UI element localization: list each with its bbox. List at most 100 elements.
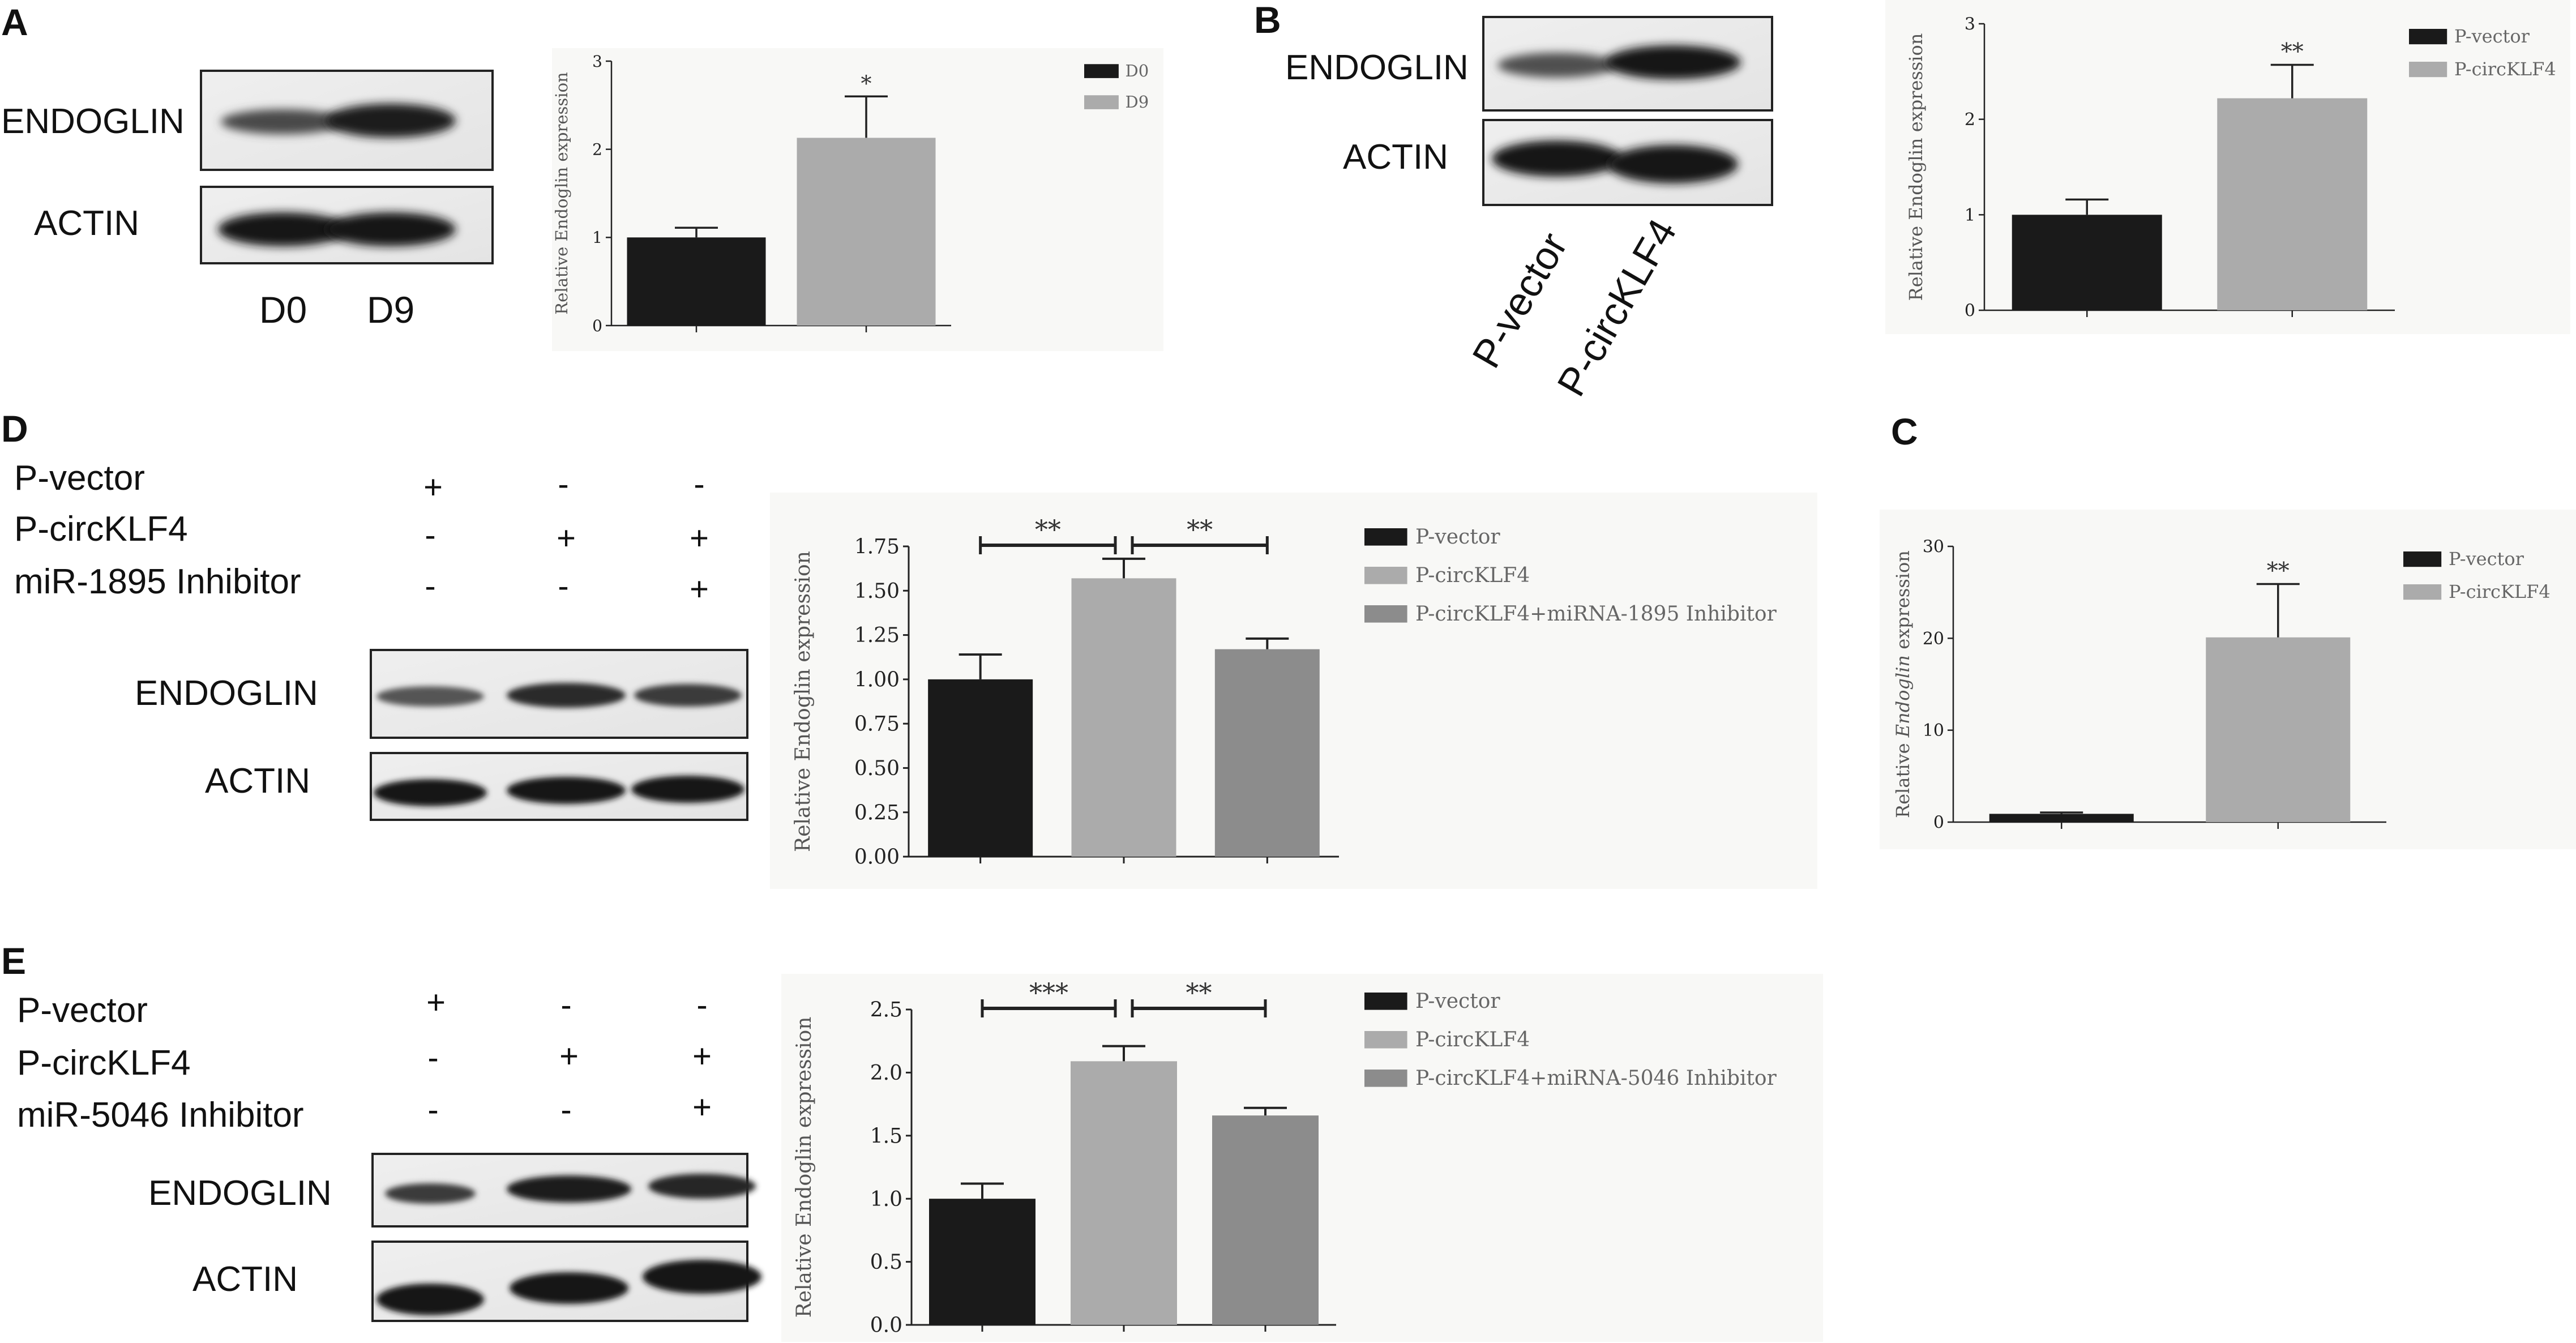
condition-sign: - (427, 1092, 438, 1128)
significance-label: ** (1035, 514, 1061, 545)
significance-label: ** (2281, 39, 2304, 65)
legend-label: D0 (1126, 61, 1149, 80)
blot-band (631, 776, 744, 803)
panel-b: B ENDOGLIN ACTIN P-vector P-circKLF4 0 1 2… (1254, 0, 2570, 404)
legend-label: P-circKLF4 (1415, 1028, 1530, 1051)
condition-sign: + (690, 571, 709, 608)
blot-lane-label: P-circKLF4 (1548, 212, 1685, 404)
y-tick-label: 0 (1965, 301, 1975, 321)
y-tick-label: 3 (1965, 15, 1975, 35)
y-axis-label: Relative Endoglin expression (1905, 33, 1927, 301)
blot-band (507, 777, 626, 804)
legend-label: P-vector (2454, 25, 2530, 47)
condition-sign: - (694, 466, 704, 503)
condition-sign: - (558, 466, 568, 503)
bar (797, 138, 936, 326)
bar (2012, 215, 2162, 310)
western-blot-b: ENDOGLIN ACTIN P-vector P-circKLF4 (1285, 16, 1773, 404)
y-tick-label: 0.75 (854, 713, 900, 736)
y-tick-label: 2.5 (870, 999, 902, 1022)
y-tick-label: 0.00 (854, 846, 900, 869)
condition-label: P-circKLF4 (14, 510, 188, 549)
blot-band (376, 686, 484, 707)
condition-label: P-vector (17, 991, 148, 1030)
y-tick-label: 0 (592, 316, 602, 335)
y-tick-label: 20 (1923, 629, 1944, 649)
legend-swatch (1084, 95, 1119, 109)
condition-sign: - (425, 568, 435, 605)
bar (1071, 578, 1176, 857)
y-tick-label: 0 (1933, 813, 1944, 833)
bar (2206, 637, 2351, 822)
y-tick-label: 3 (592, 52, 602, 71)
panel-letter-d: D (1, 408, 28, 450)
y-tick-label: 2.0 (870, 1062, 902, 1085)
condition-sign: + (426, 984, 446, 1021)
treatment-matrix-e: P-vector P-circKLF4 miR-5046 Inhibitor +… (17, 984, 712, 1135)
y-axis-label-part: expression (1892, 550, 1914, 655)
blot-band (634, 684, 742, 707)
bar (929, 1199, 1035, 1325)
bar (1212, 1115, 1319, 1325)
legend-swatch (2403, 584, 2442, 600)
legend-swatch (1364, 1070, 1407, 1087)
y-tick-label: 0.5 (870, 1251, 902, 1274)
condition-label: P-circKLF4 (17, 1043, 191, 1083)
bar (1989, 814, 2134, 822)
y-tick-label: 1.75 (854, 536, 900, 559)
condition-sign: + (692, 1038, 712, 1075)
blot-band (1605, 45, 1741, 79)
blot-band (1497, 53, 1616, 78)
condition-label: miR-1895 Inhibitor (14, 562, 301, 601)
y-tick-label: 0.50 (854, 757, 900, 780)
condition-label: miR-5046 Inhibitor (17, 1096, 304, 1135)
blot-band (507, 683, 626, 708)
condition-sign: - (558, 568, 568, 605)
condition-sign: + (690, 520, 709, 557)
y-axis-label: Relative Endoglin expression (1892, 550, 1914, 818)
condition-sign: + (423, 469, 443, 506)
blot-lane-label: D0 (259, 289, 307, 331)
bar-chart-a: 0 1 2 3 Relative Endoglin expression * D0 D9 (552, 52, 1149, 335)
y-axis-label: Relative Endoglin expression (791, 551, 815, 852)
significance-label: ** (2267, 558, 2290, 584)
panel-letter-e: E (1, 940, 26, 982)
y-axis-label: Relative Endoglin expression (552, 72, 571, 314)
blot-band (1492, 140, 1622, 177)
blot-row-label: ENDOGLIN (148, 1174, 332, 1213)
legend-swatch (1364, 567, 1407, 584)
y-axis-label-part: Endoglin (1892, 655, 1914, 738)
blot-band (507, 1175, 631, 1203)
legend-label: P-circKLF4 (2454, 58, 2556, 80)
condition-sign: - (560, 987, 571, 1024)
legend-swatch (2409, 62, 2447, 78)
legend-label: P-circKLF4+miRNA-1895 Inhibitor (1415, 602, 1777, 626)
bar (1214, 649, 1320, 857)
y-axis-label: Relative Endoglin expression (793, 1017, 816, 1318)
y-tick-label: 10 (1923, 721, 1944, 741)
bar-chart-b: 0 1 2 3 Relative Endoglin expression ** P-vect… (1905, 15, 2556, 321)
legend-label: P-vector (2449, 548, 2524, 570)
bar (2217, 98, 2368, 310)
legend-label: P-circKLF4 (1415, 564, 1530, 587)
y-tick-label: 2 (1965, 110, 1975, 130)
panel-letter-b: B (1254, 0, 1281, 41)
legend-label: P-vector (1415, 525, 1500, 549)
western-blot-a: ENDOGLIN ACTIN D0 D9 (1, 70, 494, 331)
western-blot-e: ENDOGLIN ACTIN (148, 1153, 761, 1322)
blot-band (648, 1174, 756, 1199)
blot-band (326, 104, 456, 138)
y-tick-label: 1.5 (870, 1124, 902, 1148)
panel-c: C 0 10 20 30 Relative Endoglin expression ** P… (1880, 410, 2576, 849)
condition-sign: + (692, 1089, 712, 1126)
y-tick-label: 0.0 (870, 1314, 902, 1337)
blot-band (221, 109, 345, 134)
blot-row-label: ACTIN (192, 1260, 298, 1299)
legend-swatch (1364, 528, 1407, 546)
western-blot-d: ENDOGLIN ACTIN (135, 649, 748, 821)
y-tick-label: 30 (1923, 537, 1944, 557)
y-tick-label: 1.50 (854, 580, 900, 603)
bar (1071, 1061, 1177, 1325)
significance-label: ** (1187, 514, 1213, 545)
